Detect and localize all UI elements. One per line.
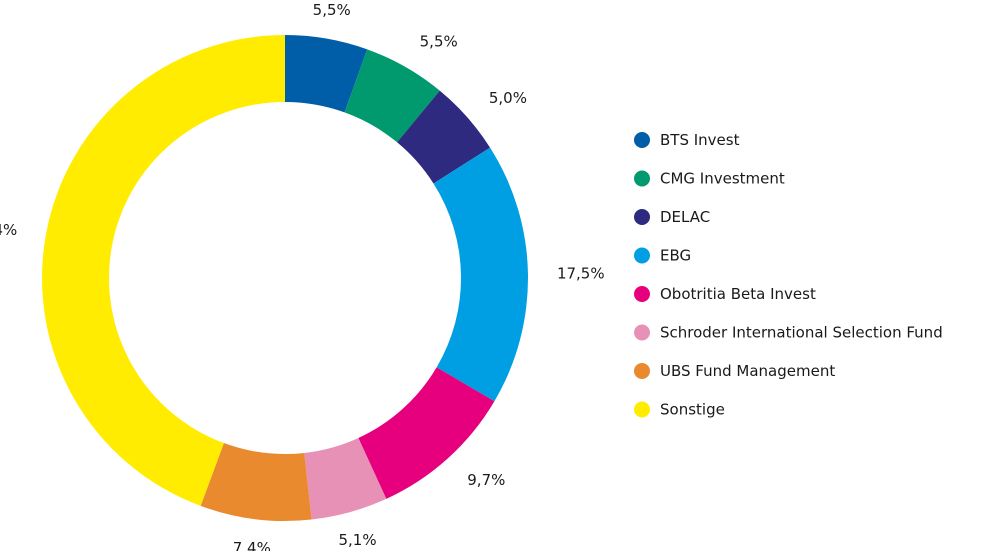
slice-sonstige [41, 35, 285, 506]
legend-label-delac: DELAC [660, 208, 710, 226]
legend-swatch-ebg [634, 247, 650, 264]
slice-bts-invest [285, 35, 368, 113]
slice-schroder-international-selection-fund [304, 437, 387, 520]
legend-swatch-cmg-investment [634, 170, 650, 187]
pct-label-cmg-investment: 5,5% [420, 33, 458, 51]
donut-slices [41, 35, 528, 521]
pct-label-sonstige: 44,4% [0, 221, 17, 239]
slice-delac [397, 90, 491, 184]
pct-label-ubs-fund-management: 7,4% [233, 539, 271, 551]
legend-label-bts-invest: BTS Invest [660, 131, 740, 149]
slice-cmg-investment [344, 49, 440, 143]
legend-swatch-schroder-international-selection-fund [634, 324, 650, 341]
legend-swatch-obotritia-beta-invest [634, 286, 650, 302]
legend-swatch-bts-invest [634, 132, 650, 148]
slice-ubs-fund-management [200, 443, 312, 521]
legend-label-ebg: EBG [660, 247, 691, 265]
legend-swatch-sonstige [634, 401, 650, 418]
percentage-labels: 5,5% 5,5% 5,0% 17,5% 9,7% 5,1% 7,4% 44,4% [0, 1, 605, 551]
pct-label-ebg: 17,5% [557, 264, 605, 282]
pct-label-schroder-international-selection-fund: 5,1% [338, 531, 376, 549]
legend-label-schroder-international-selection-fund: Schroder International Selection Fund [660, 324, 943, 342]
legend-swatch-ubs-fund-management [634, 363, 650, 379]
legend-label-sonstige: Sonstige [660, 401, 725, 419]
legend-swatch-delac [634, 209, 650, 225]
slice-ebg [433, 147, 528, 402]
pct-label-bts-invest: 5,5% [313, 1, 351, 19]
pct-label-obotritia-beta-invest: 9,7% [467, 471, 505, 489]
legend-label-obotritia-beta-invest: Obotritia Beta Invest [660, 285, 816, 303]
legend: BTS Invest CMG Investment DELAC EBG Obotriti… [634, 131, 943, 419]
legend-label-ubs-fund-management: UBS Fund Management [660, 362, 835, 380]
legend-label-cmg-investment: CMG Investment [660, 170, 785, 188]
pct-label-delac: 5,0% [489, 89, 527, 107]
slice-obotritia-beta-invest [358, 367, 495, 499]
